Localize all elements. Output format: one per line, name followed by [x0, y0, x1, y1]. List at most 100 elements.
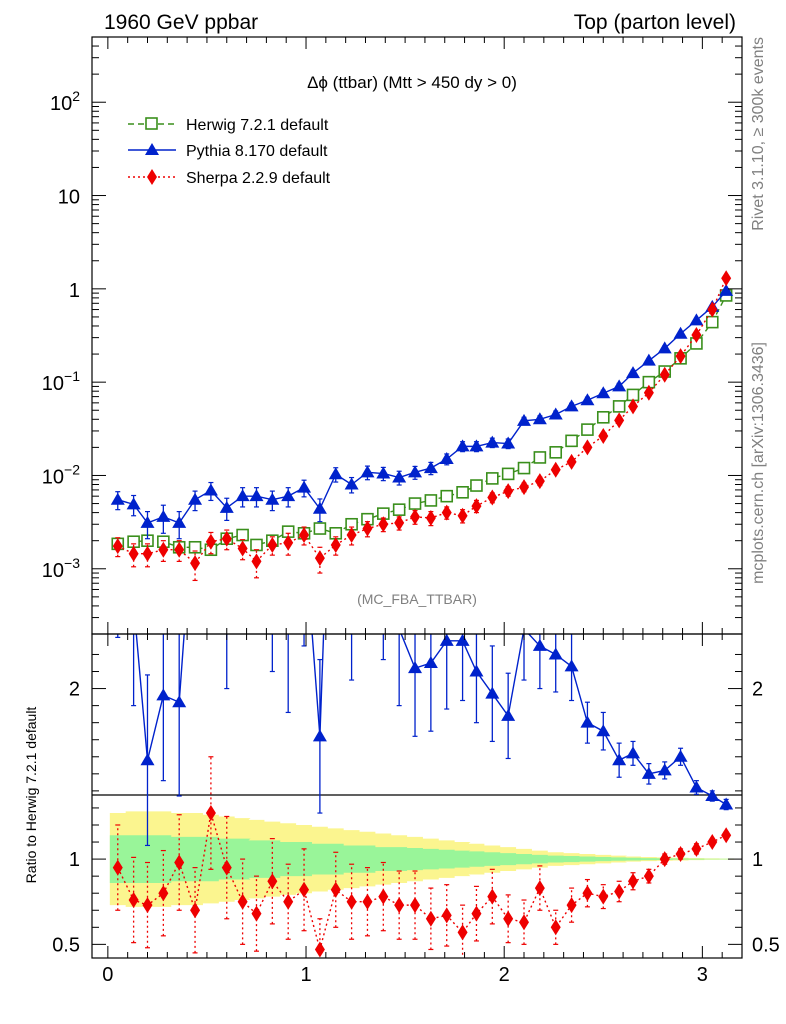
data-point-pythia	[204, 306, 218, 318]
data-point-sherpa	[659, 851, 670, 868]
data-point-sherpa	[251, 553, 262, 570]
data-point-sherpa	[707, 301, 718, 318]
series-line-sherpa	[117, 277, 727, 565]
data-point-sherpa	[534, 880, 545, 897]
data-point-pythia	[297, 480, 312, 493]
data-point-herwig	[236, 528, 249, 542]
data-point-pythia	[612, 379, 627, 392]
data-point-pythia	[673, 749, 688, 762]
data-point-sherpa	[503, 483, 514, 500]
data-point-sherpa	[691, 327, 702, 344]
data-point-pythia	[140, 753, 155, 766]
data-point-pythia	[172, 695, 187, 708]
data-point-sherpa	[614, 883, 625, 900]
data-point-sherpa	[299, 527, 310, 544]
data-point-sherpa	[487, 489, 498, 506]
series-sherpa	[112, 270, 732, 582]
data-point-pythia	[532, 638, 547, 651]
ratio-y-tick-label-right: 2	[752, 679, 763, 701]
data-point-pythia	[188, 492, 203, 505]
y-tick-label: 10	[58, 187, 80, 209]
data-point-pythia	[360, 494, 374, 506]
ratio-panel-frame	[91, 633, 743, 959]
ratio-y-tick-label-left: 0.5	[52, 934, 80, 956]
data-point-sherpa	[628, 398, 639, 415]
data-point-herwig	[549, 446, 563, 459]
data-point-sherpa	[174, 854, 185, 871]
data-point-pythia	[156, 688, 171, 701]
data-point-pythia	[532, 412, 547, 425]
data-point-sherpa	[112, 859, 123, 876]
data-point-sherpa	[283, 534, 294, 551]
data-point-pythia	[612, 753, 627, 766]
data-point-sherpa	[362, 893, 373, 910]
data-point-sherpa	[675, 348, 686, 365]
series-line-herwig	[117, 295, 727, 551]
legend-item-pythia: Pythia 8.170 default	[128, 143, 328, 160]
ratio-y-tick-label-left: 2	[69, 679, 80, 701]
data-point-pythia	[485, 686, 500, 699]
x-tick-label: 2	[499, 964, 510, 986]
main-series-layer	[110, 270, 734, 582]
data-point-pythia	[376, 559, 390, 571]
series-line-pythia	[135, 634, 727, 806]
data-point-herwig	[486, 472, 499, 485]
data-point-herwig	[565, 434, 578, 448]
data-point-pythia	[249, 489, 264, 502]
data-point-pythia	[501, 436, 516, 449]
data-point-sherpa	[330, 881, 341, 898]
data-point-pythia	[455, 634, 470, 646]
ratio-uncertainty-bands	[109, 811, 735, 907]
data-point-sherpa	[519, 914, 530, 931]
data-point-pythia	[485, 435, 500, 448]
data-point-pythia	[126, 497, 141, 510]
data-point-pythia	[188, 477, 202, 489]
data-point-herwig	[440, 489, 454, 503]
data-point-pythia	[423, 655, 438, 668]
data-point-herwig	[250, 538, 263, 552]
data-point-sherpa	[330, 536, 341, 553]
data-point-sherpa	[128, 545, 139, 562]
data-point-pythia	[392, 470, 407, 483]
data-point-pythia	[469, 664, 484, 677]
data-point-pythia	[439, 452, 454, 465]
data-point-pythia	[281, 603, 295, 615]
data-point-sherpa	[643, 868, 654, 885]
series-herwig	[111, 289, 733, 557]
data-point-pythia	[392, 622, 406, 634]
legend-item-sherpa: Sherpa 2.2.9 default	[128, 169, 331, 187]
data-point-sherpa	[142, 545, 153, 562]
ratio-y-tick-label-right: 1	[752, 849, 763, 871]
data-point-pythia	[203, 483, 218, 496]
data-point-pythia	[172, 515, 187, 528]
data-point-sherpa	[221, 530, 232, 547]
data-point-pythia	[408, 465, 423, 478]
data-point-pythia	[329, 289, 343, 301]
legend-item-herwig: Herwig 7.2.1 default	[128, 117, 329, 134]
data-point-sherpa	[346, 893, 357, 910]
data-point-sherpa	[550, 919, 561, 936]
series-pythia	[115, 289, 734, 847]
legend-marker-diamond	[147, 169, 157, 185]
data-point-sherpa	[174, 541, 185, 558]
data-point-pythia	[439, 634, 454, 646]
data-point-pythia	[580, 393, 595, 406]
data-point-sherpa	[128, 892, 139, 909]
data-point-pythia	[564, 399, 579, 412]
legend: Herwig 7.2.1 default Pythia 8.170 defaul…	[128, 117, 331, 187]
data-point-sherpa	[314, 550, 325, 567]
data-point-pythia	[705, 789, 720, 801]
data-point-sherpa	[378, 888, 389, 905]
data-point-pythia	[689, 313, 704, 326]
data-point-sherpa	[721, 827, 732, 844]
data-point-sherpa	[314, 941, 325, 958]
data-point-sherpa	[614, 412, 625, 429]
data-point-pythia	[596, 724, 611, 737]
data-point-sherpa	[425, 910, 436, 927]
data-point-pythia	[110, 492, 125, 505]
data-point-sherpa	[519, 479, 530, 496]
analysis-watermark: (MC_FBA_TTBAR)	[357, 591, 477, 607]
data-point-sherpa	[158, 541, 169, 558]
legend-marker-triangle	[145, 143, 159, 155]
data-point-herwig	[612, 400, 626, 413]
